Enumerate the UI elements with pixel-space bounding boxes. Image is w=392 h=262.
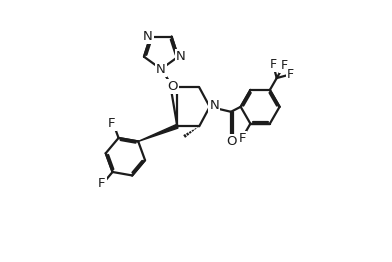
Polygon shape [138, 124, 178, 141]
Text: N: N [156, 63, 166, 76]
Text: O: O [167, 80, 178, 92]
Text: F: F [98, 177, 105, 190]
Text: N: N [143, 30, 153, 43]
Text: F: F [269, 58, 277, 71]
Text: N: N [176, 50, 185, 63]
Text: F: F [108, 117, 116, 130]
Text: O: O [226, 135, 237, 148]
Text: F: F [287, 68, 294, 81]
Text: F: F [280, 59, 287, 72]
Text: N: N [209, 99, 219, 112]
Text: F: F [239, 132, 246, 145]
